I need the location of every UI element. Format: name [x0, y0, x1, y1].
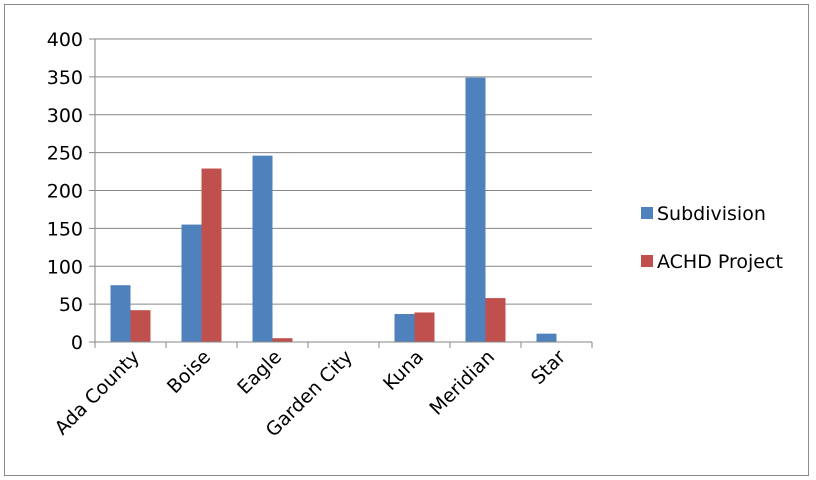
bar — [130, 310, 151, 342]
y-tick-label: 50 — [59, 294, 83, 316]
x-category-label: Ada County — [51, 346, 144, 439]
legend-label: ACHD Project — [657, 251, 783, 273]
bar — [181, 224, 202, 342]
bar — [201, 168, 222, 342]
gridlines — [95, 38, 592, 305]
y-tick-label: 0 — [71, 332, 83, 354]
y-tick-labels: 0 50 100 150 200 250 300 350 400 — [47, 29, 83, 354]
legend-swatch — [641, 207, 653, 219]
bar — [394, 313, 415, 342]
x-category-label: Boise — [163, 346, 215, 398]
bar — [536, 333, 557, 342]
x-category-label: Star — [527, 346, 570, 389]
x-category-label: Kuna — [379, 346, 428, 395]
y-tick-label: 150 — [47, 218, 83, 240]
legend-swatch — [641, 255, 653, 267]
x-category-label: Meridian — [425, 346, 499, 420]
y-tick-label: 100 — [47, 256, 83, 278]
bars — [110, 77, 557, 342]
axes — [89, 38, 593, 348]
bar — [414, 312, 435, 342]
y-tick-label: 250 — [47, 143, 83, 165]
y-tick-label: 300 — [47, 105, 83, 127]
y-tick-label: 400 — [47, 29, 83, 51]
bar — [110, 285, 131, 342]
bar — [252, 155, 273, 342]
y-tick-label: 350 — [47, 67, 83, 89]
legend-label: Subdivision — [657, 203, 766, 225]
chart-frame: 0 50 100 150 200 250 300 350 400 Ada County Boise… — [4, 4, 809, 476]
bar — [485, 298, 506, 342]
bar — [272, 338, 293, 342]
legend: Subdivision ACHD Project — [641, 203, 783, 273]
y-tick-label: 200 — [47, 181, 83, 203]
x-category-label: Eagle — [233, 346, 286, 399]
bar — [465, 77, 486, 342]
bar-chart: 0 50 100 150 200 250 300 350 400 Ada County Boise… — [47, 29, 783, 442]
